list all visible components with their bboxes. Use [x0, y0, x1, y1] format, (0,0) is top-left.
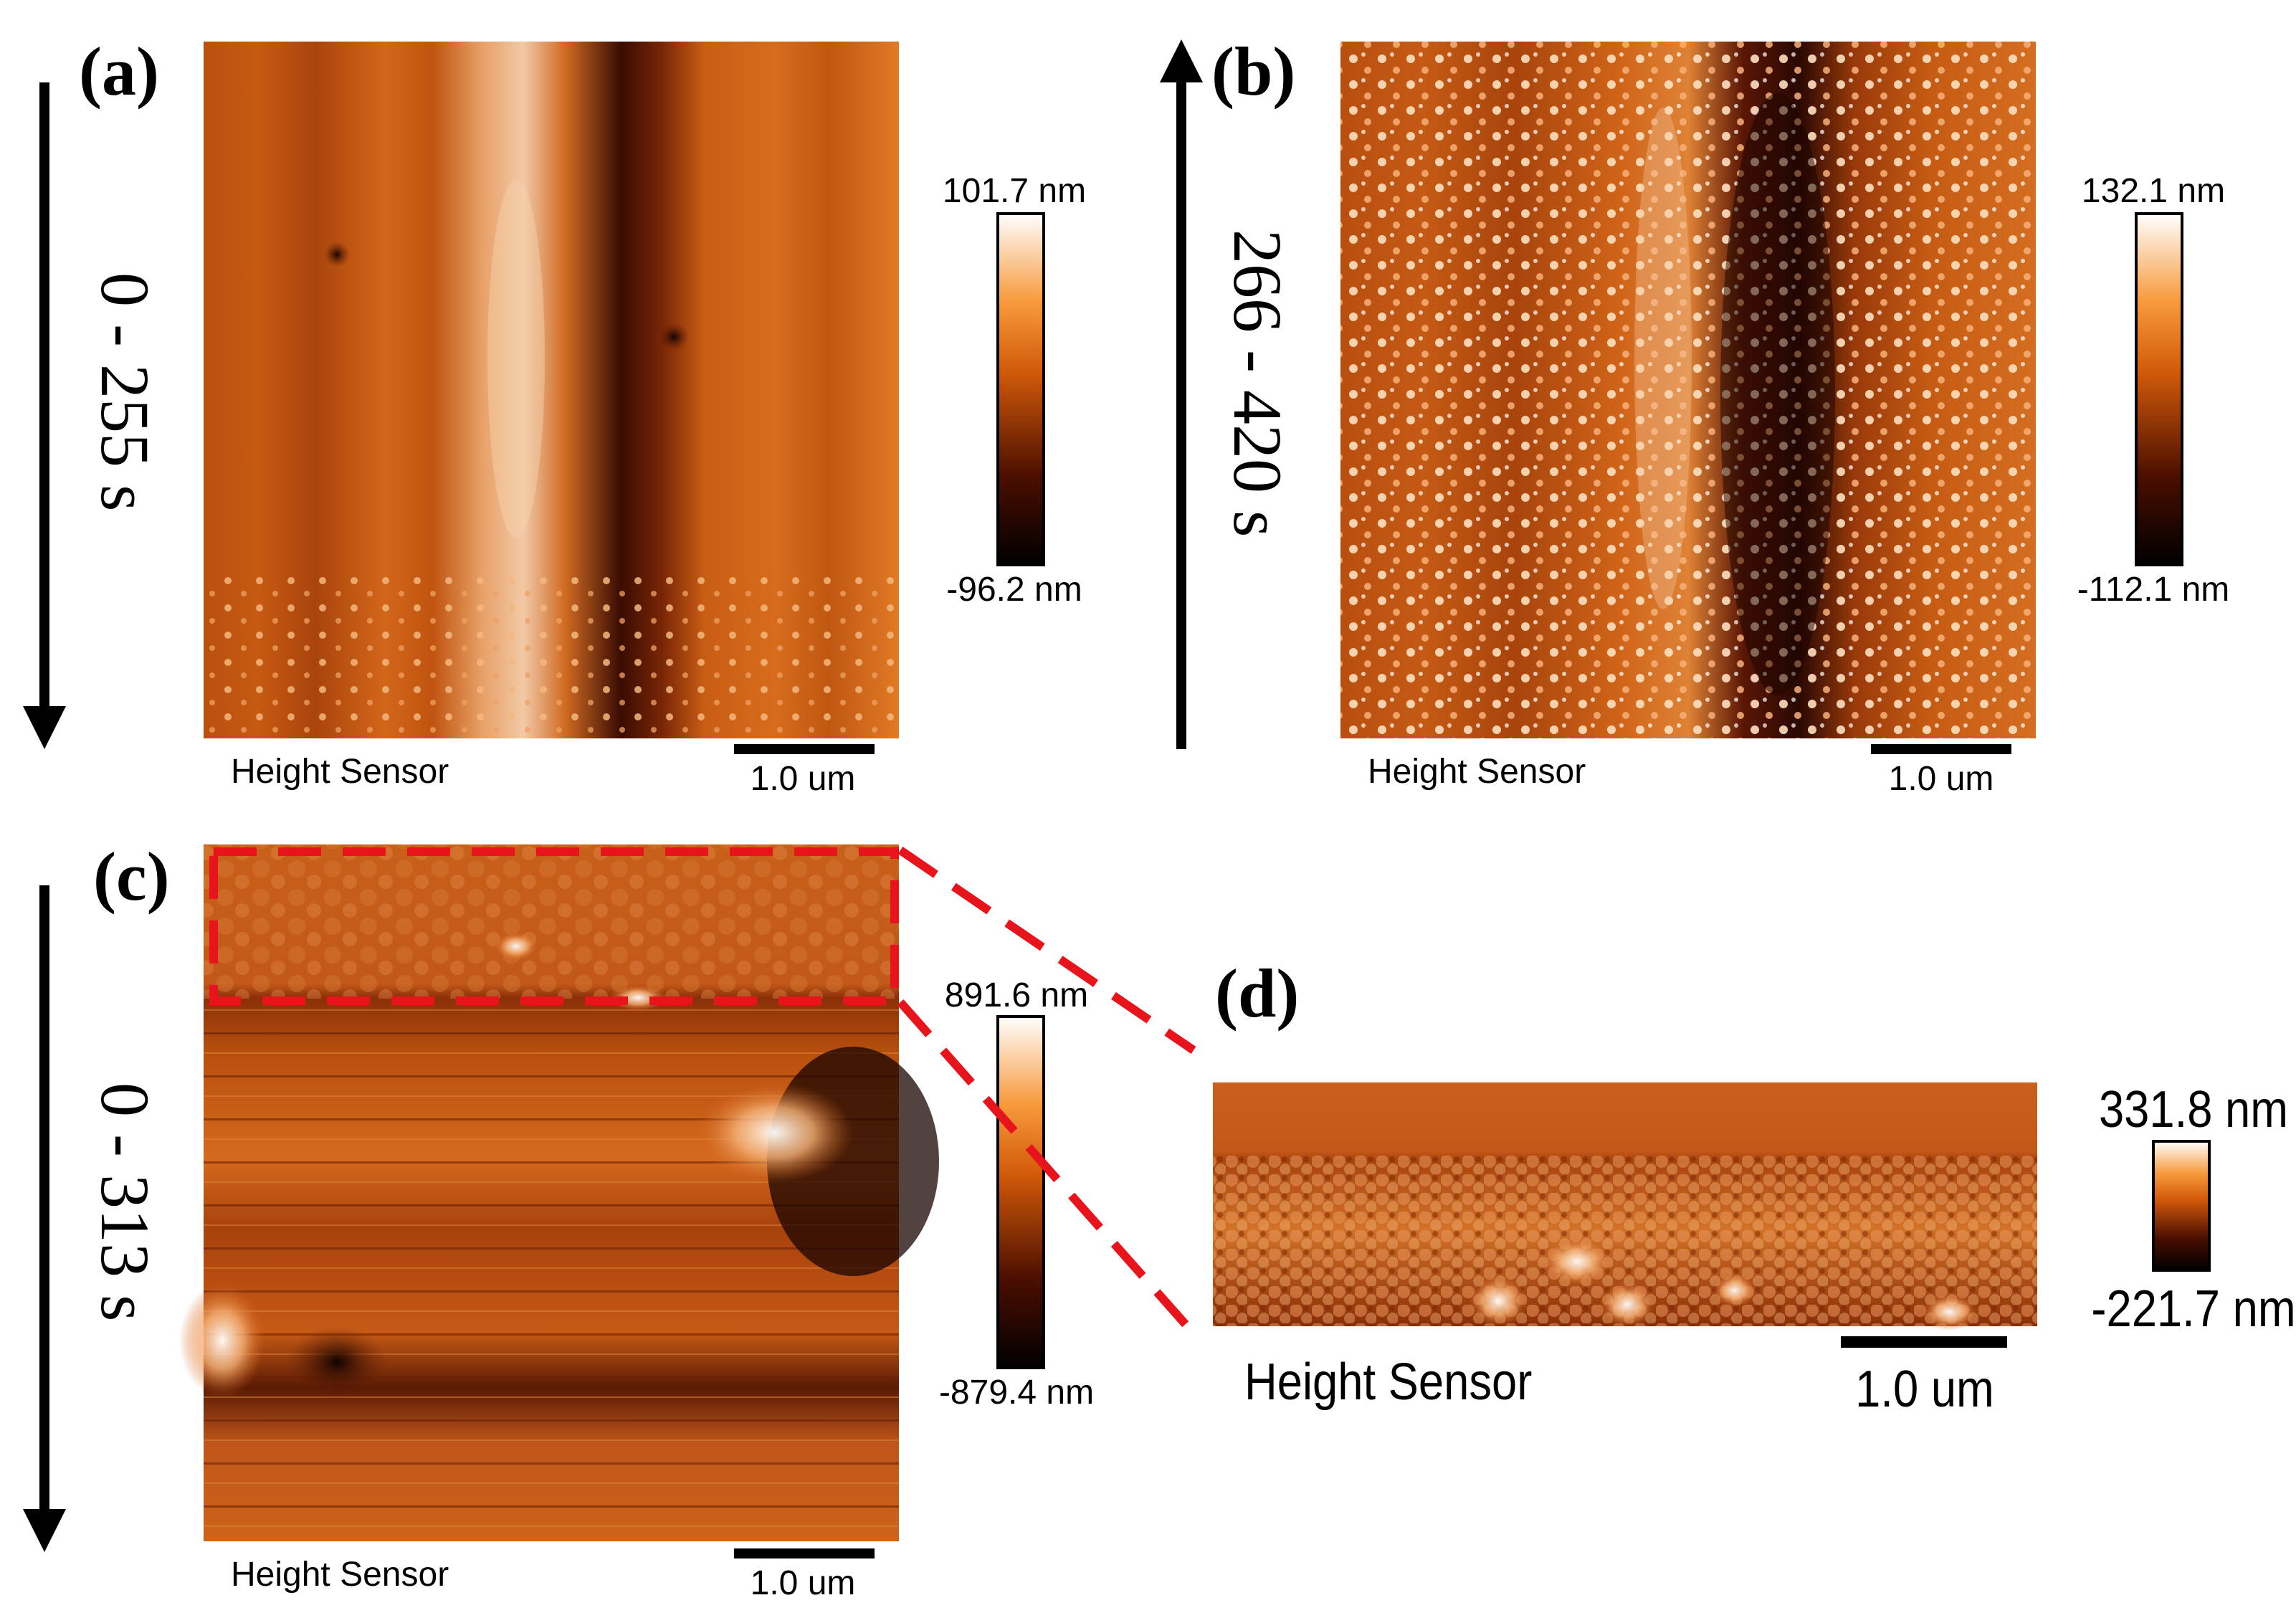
panel-b-time-range: 266 - 420 s: [1219, 229, 1296, 537]
panel-b-colorbar: [2135, 212, 2183, 566]
panel-c-colorbar-max: 891.6 nm: [945, 976, 1088, 1014]
panel-a-colorbar-max: 101.7 nm: [943, 172, 1086, 210]
panel-b-time-arrow: [1160, 39, 1203, 749]
panel-c-time-range: 0 - 313 s: [87, 1082, 163, 1321]
panel-a-afm-image: [204, 42, 899, 738]
panel-d-label: (d): [1215, 955, 1299, 1032]
panel-d: (d) Height Sensor 1.0 um 331.8 nm -221.7…: [1213, 955, 2296, 1418]
panel-d-caption: Height Sensor: [1244, 1353, 1532, 1411]
panel-c-colorbar-min: -879.4 nm: [939, 1374, 1094, 1412]
panel-c-afm-image: [179, 844, 939, 1541]
panel-c: (c) 0 - 313 s Height Sensor 1.0 um 891.6…: [23, 838, 1094, 1602]
zoom-connector-lines: [897, 847, 1197, 1336]
panel-a-scale-bar: [734, 744, 875, 754]
panel-d-colorbar-min: -221.7 nm: [2091, 1280, 2295, 1338]
panel-b-caption: Height Sensor: [1368, 753, 1586, 791]
panel-d-colorbar: [2152, 1140, 2211, 1272]
panel-b-scale-label: 1.0 um: [1889, 760, 1994, 798]
panel-c-time-arrow: [23, 885, 66, 1552]
panel-b-scale-bar: [1871, 744, 2011, 754]
panel-b-label: (b): [1211, 33, 1295, 110]
panel-c-caption: Height Sensor: [231, 1556, 449, 1594]
panel-b-colorbar-min: -112.1 nm: [2077, 571, 2230, 609]
panel-a-time-range: 0 - 255 s: [87, 272, 163, 511]
panel-c-scale-bar: [734, 1548, 875, 1558]
panel-a-caption: Height Sensor: [231, 753, 449, 791]
panel-b: (b) 266 - 420 s Height Sensor 1.0 um 132…: [1160, 33, 2229, 798]
panel-c-scale-label: 1.0 um: [751, 1564, 856, 1602]
panel-b-colorbar-max: 132.1 nm: [2082, 172, 2225, 210]
panel-a-time-arrow: [23, 82, 66, 749]
panel-d-colorbar-max: 331.8 nm: [2099, 1081, 2288, 1138]
panel-d-scale-bar: [1841, 1336, 2007, 1348]
panel-a-scale-label: 1.0 um: [751, 760, 856, 798]
panel-c-label: (c): [93, 838, 170, 915]
panel-a-colorbar-min: -96.2 nm: [946, 571, 1082, 609]
panel-c-inset-outline: [209, 847, 899, 1005]
panel-a-label: (a): [79, 33, 159, 110]
panel-d-afm-image: [1213, 1082, 2037, 1331]
panel-a: (a) 0 - 255 s Height Sensor 1.0 um 101.7…: [23, 33, 1086, 798]
panel-c-colorbar: [996, 1015, 1045, 1369]
panel-d-scale-label: 1.0 um: [1855, 1361, 1994, 1418]
panel-a-colorbar: [996, 212, 1045, 566]
panel-b-afm-image: [1340, 42, 2036, 738]
